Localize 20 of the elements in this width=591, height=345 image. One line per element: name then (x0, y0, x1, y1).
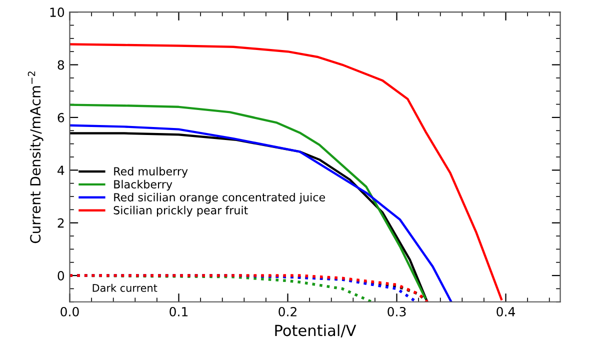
y-axis-title: Current Density/mAcm$^{−2}$ (28, 72, 44, 244)
x-axis-title: Potential/V (275, 324, 356, 338)
x-tick-label: 0.3 (388, 306, 406, 316)
y-tick-label: 6 (58, 112, 64, 122)
y-tick-label: 4 (58, 166, 64, 175)
y-tick-label: 10 (50, 8, 64, 17)
line-series (70, 104, 426, 300)
y-tick-label: 0 (58, 271, 64, 280)
legend-label: Blackberry (114, 180, 172, 191)
legend-label: Red sicilian orange concentrated juice (114, 192, 325, 204)
x-tick-label: 0.0 (60, 306, 79, 316)
y-tick-label: 8 (58, 60, 64, 70)
x-tick-label: 0.2 (278, 306, 296, 316)
annotation: Dark current (92, 284, 158, 292)
line-series (70, 43, 503, 300)
y-tick-label: 2 (58, 218, 64, 228)
legend-label: Red mulberry (114, 166, 188, 178)
x-tick-label: 0.4 (496, 306, 516, 316)
x-tick-label: 0.1 (170, 306, 188, 316)
legend-label: Sicilian prickly pear fruit (114, 206, 248, 217)
